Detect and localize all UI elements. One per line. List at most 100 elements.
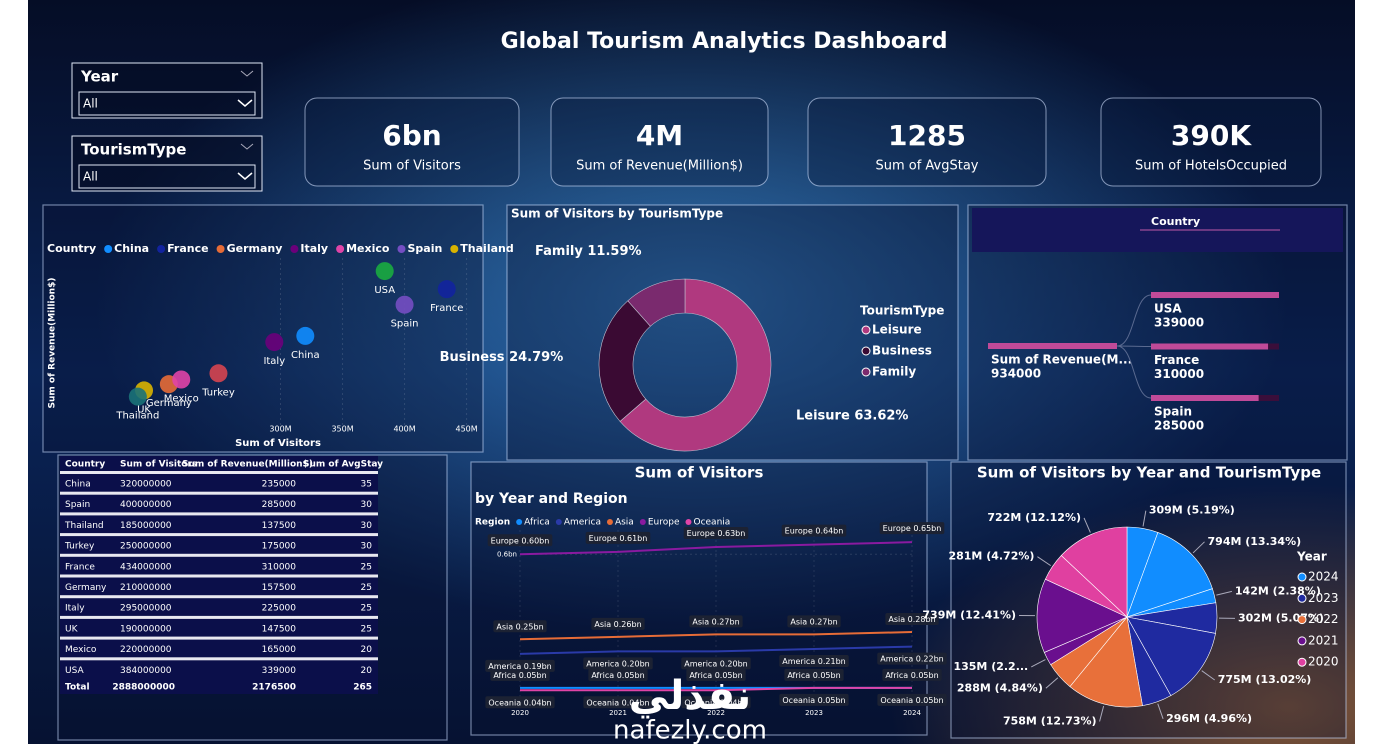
filter-label: Country — [1151, 215, 1200, 228]
chart-title: Sum of Visitors by Year and TourismType — [977, 464, 1321, 482]
bar — [1151, 292, 1279, 298]
data-label: Leisure 63.62% — [796, 408, 908, 423]
dropdown-value: All — [83, 97, 98, 111]
legend-label: Italy — [300, 242, 328, 255]
legend-marker — [861, 325, 871, 335]
segment-value: 24.79% — [509, 350, 563, 365]
row-separator — [60, 512, 378, 516]
label-value: 0.05bn — [715, 670, 743, 679]
row-separator — [60, 471, 378, 474]
label-value: 0.22bn — [916, 654, 944, 663]
label-box — [583, 657, 653, 670]
legend-label: Asia — [615, 518, 634, 528]
legend-title: Year — [1296, 550, 1327, 564]
x-tick-label: 300M — [269, 425, 291, 434]
data-label: Africa 0.05bn — [885, 670, 938, 679]
kpi-card — [1100, 97, 1322, 187]
label-box — [779, 655, 849, 667]
series-name: America — [782, 657, 815, 666]
series-name: Oceania — [880, 695, 913, 704]
data-label: Asia 0.27bn — [790, 617, 837, 626]
cell: 250000000 — [120, 542, 172, 552]
dropdown[interactable] — [78, 91, 256, 116]
series-name: Europe — [687, 529, 715, 538]
chevron — [237, 172, 253, 180]
column-header: Country — [65, 460, 105, 470]
dropdown[interactable] — [78, 164, 256, 189]
data-label: Oceania 0.05bn — [782, 695, 845, 704]
label-value: 0.25bn — [516, 622, 544, 631]
x-axis-label: Sum of Visitors — [235, 438, 321, 449]
cell: 220000000 — [120, 645, 172, 655]
kpi-label: Sum of AvgStay — [875, 159, 978, 174]
y-axis-label: Sum of Revenue(Million$) — [48, 278, 58, 409]
label-box — [784, 668, 844, 681]
node-label: Spain — [1154, 405, 1192, 419]
series-name: Africa — [493, 670, 516, 679]
leader-line — [1192, 541, 1205, 554]
series-name: America — [880, 654, 913, 663]
x-tick-label: 350M — [331, 425, 353, 434]
kpi-label: Sum of Revenue(Million$) — [576, 159, 743, 174]
data-label: Europe 0.60bn — [491, 536, 550, 545]
slicer[interactable] — [71, 135, 263, 192]
legend-label: 2021 — [1308, 633, 1339, 647]
series-name: Europe — [785, 526, 813, 535]
kpi-card — [550, 97, 769, 187]
row-separator — [60, 595, 378, 599]
node-value: 339000 — [1154, 316, 1204, 330]
node-label: Sum of Revenue(M... — [991, 353, 1132, 367]
series-name: Asia — [692, 617, 709, 626]
legend-label: Business — [872, 344, 932, 358]
data-label: 775M (13.02%) — [1218, 673, 1312, 686]
line — [519, 645, 913, 655]
label-value: 0.05bn — [617, 670, 645, 679]
data-label: Europe 0.65bn — [883, 524, 942, 533]
donut-segment — [627, 278, 686, 327]
data-label: Oceania 0.04bn — [684, 698, 747, 707]
point-label: Germany — [146, 398, 192, 409]
data-label: Asia 0.25bn — [496, 622, 543, 631]
label-value: 0.05bn — [818, 695, 846, 704]
bar — [1151, 395, 1259, 401]
leader-line — [1045, 677, 1059, 689]
legend-marker — [216, 245, 225, 253]
cell: 25 — [361, 583, 372, 593]
cell: Germany — [65, 583, 107, 593]
node-value: 934000 — [991, 367, 1041, 381]
kpi-label: Sum of Visitors — [363, 159, 461, 174]
legend-title: Country — [47, 242, 96, 255]
data-label: Africa 0.05bn — [787, 670, 840, 679]
legend-label: Leisure — [872, 323, 922, 337]
legend-marker — [290, 245, 299, 253]
legend-marker — [555, 519, 562, 525]
row-separator — [60, 615, 378, 619]
chevron — [237, 99, 253, 107]
cell: China — [65, 480, 91, 490]
series-name: Africa — [787, 670, 810, 679]
series-name: Asia — [594, 619, 611, 628]
data-label: 142M (2.38%) — [1235, 584, 1321, 597]
line — [520, 686, 912, 692]
leader-line — [1157, 703, 1164, 719]
cell: 165000 — [262, 645, 297, 655]
series-name: Oceania — [684, 698, 717, 707]
legend-label: China — [114, 242, 149, 255]
series-name: Asia — [790, 617, 807, 626]
legend-marker — [516, 519, 523, 525]
label-value: 0.61bn — [619, 533, 647, 542]
node-value: 285000 — [1154, 419, 1204, 433]
label-box — [485, 696, 555, 709]
chart-title: Sum of Visitors by TourismType — [511, 207, 723, 221]
label-box — [681, 657, 751, 670]
series-name: Europe — [491, 536, 519, 545]
cell: 147500 — [262, 624, 297, 634]
series-name: Asia — [496, 622, 513, 631]
data-label: America 0.20bn — [586, 659, 650, 668]
data-label: Africa 0.05bn — [493, 670, 546, 679]
series-name: Oceania — [488, 698, 521, 707]
slicer[interactable] — [71, 62, 263, 119]
scatter-point — [296, 326, 315, 345]
data-label: 309M (5.19%) — [1149, 504, 1235, 517]
kpi-value: 4M — [636, 119, 683, 152]
